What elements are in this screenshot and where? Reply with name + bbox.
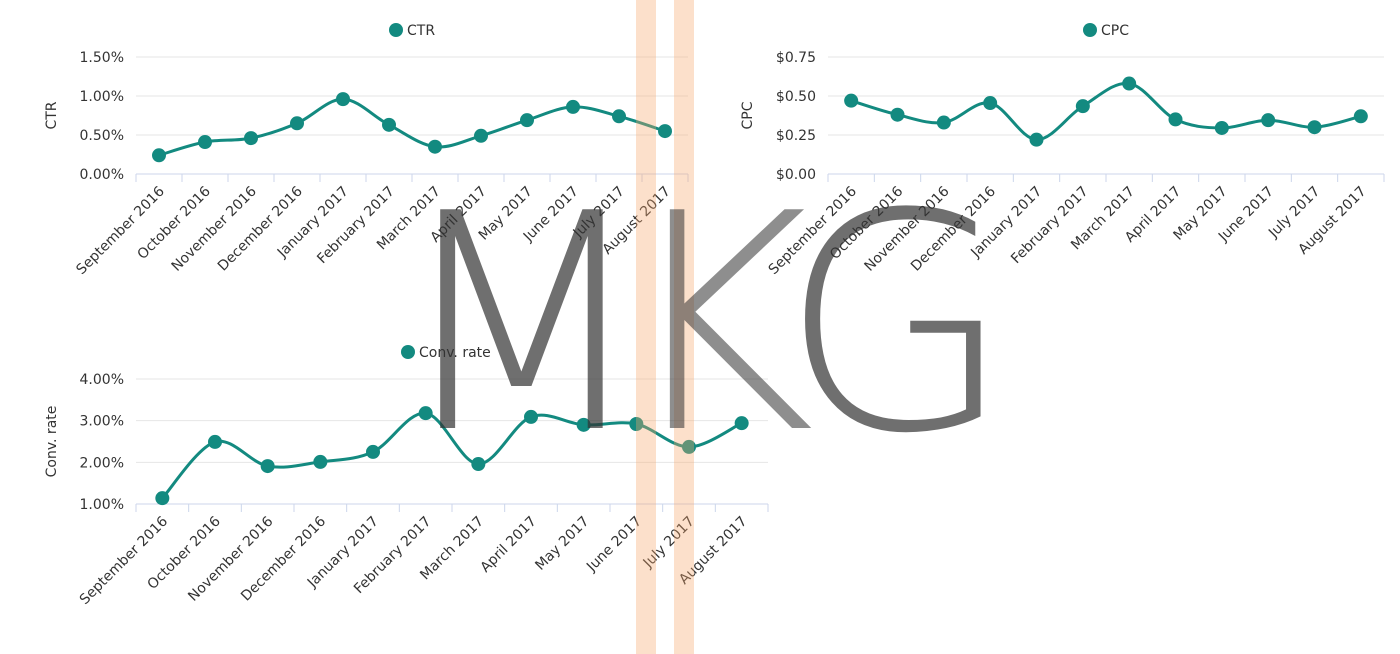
point xyxy=(658,124,672,139)
legend-marker xyxy=(1083,23,1097,37)
point xyxy=(566,99,580,114)
point xyxy=(520,113,534,128)
y-tick-label: 4.00% xyxy=(80,372,124,388)
x-tick-label: September 2016 xyxy=(77,513,171,607)
y-tick-label: 1.50% xyxy=(80,50,124,66)
x-tick-label: December 2016 xyxy=(215,183,306,274)
legend-label: Conv. rate xyxy=(419,345,491,361)
y-tick-label: 0.00% xyxy=(80,167,124,183)
point xyxy=(890,107,905,122)
point xyxy=(1029,132,1044,147)
x-tick-label: June 2017 xyxy=(583,514,645,576)
point xyxy=(1307,120,1322,135)
y-tick-label: 1.00% xyxy=(80,497,124,513)
point xyxy=(313,454,328,469)
y-tick-label: 2.00% xyxy=(80,455,124,471)
point xyxy=(244,131,258,146)
legend-marker xyxy=(401,345,415,359)
point xyxy=(1214,120,1229,135)
y-axis-title: Conv. rate xyxy=(44,406,60,478)
y-tick-label: 3.00% xyxy=(80,414,124,430)
point xyxy=(382,117,396,132)
point xyxy=(336,92,350,107)
point xyxy=(734,416,749,431)
x-tick-label: September 2016 xyxy=(73,183,167,277)
point xyxy=(1353,109,1368,124)
point xyxy=(418,406,433,421)
point xyxy=(208,434,222,449)
y-axis-title: CTR xyxy=(44,101,60,129)
point xyxy=(612,109,626,124)
y-tick-label: $0.75 xyxy=(776,50,816,66)
point xyxy=(152,148,166,163)
watermark-letter: K xyxy=(618,150,815,499)
line xyxy=(158,97,666,157)
point xyxy=(471,457,486,471)
x-tick-label: April 2017 xyxy=(478,514,540,576)
y-axis-title: CPC xyxy=(740,101,756,129)
point xyxy=(474,128,488,143)
point xyxy=(524,409,538,424)
point xyxy=(682,439,696,454)
point xyxy=(290,116,304,131)
watermark-stripe xyxy=(674,0,694,654)
y-tick-label: $0.25 xyxy=(776,128,816,144)
point xyxy=(155,491,170,506)
y-tick-label: $0.00 xyxy=(776,167,816,183)
point xyxy=(1075,99,1090,114)
point xyxy=(366,444,380,459)
watermark-stripe xyxy=(636,0,656,654)
point xyxy=(1261,113,1276,128)
watermark-letter: G xyxy=(780,150,1012,499)
watermark: M K G xyxy=(392,0,1012,654)
point xyxy=(844,93,859,108)
legend-label: CPC xyxy=(1101,23,1129,39)
point xyxy=(983,96,998,111)
legend-marker xyxy=(389,23,403,37)
x-tick-label: November 2016 xyxy=(169,183,260,274)
point xyxy=(936,115,951,130)
point xyxy=(1122,76,1137,91)
legend-label: CTR xyxy=(407,23,435,39)
point xyxy=(1168,112,1183,127)
point xyxy=(198,135,212,150)
point xyxy=(576,417,591,432)
y-tick-label: $0.50 xyxy=(776,89,816,105)
y-tick-label: 0.50% xyxy=(80,128,124,144)
line xyxy=(850,81,1362,142)
y-tick-label: 1.00% xyxy=(80,89,124,105)
point xyxy=(428,139,442,154)
point xyxy=(629,417,644,431)
watermark-letter: M xyxy=(392,150,651,499)
point xyxy=(260,459,275,474)
x-tick-label: May 2017 xyxy=(532,514,592,574)
